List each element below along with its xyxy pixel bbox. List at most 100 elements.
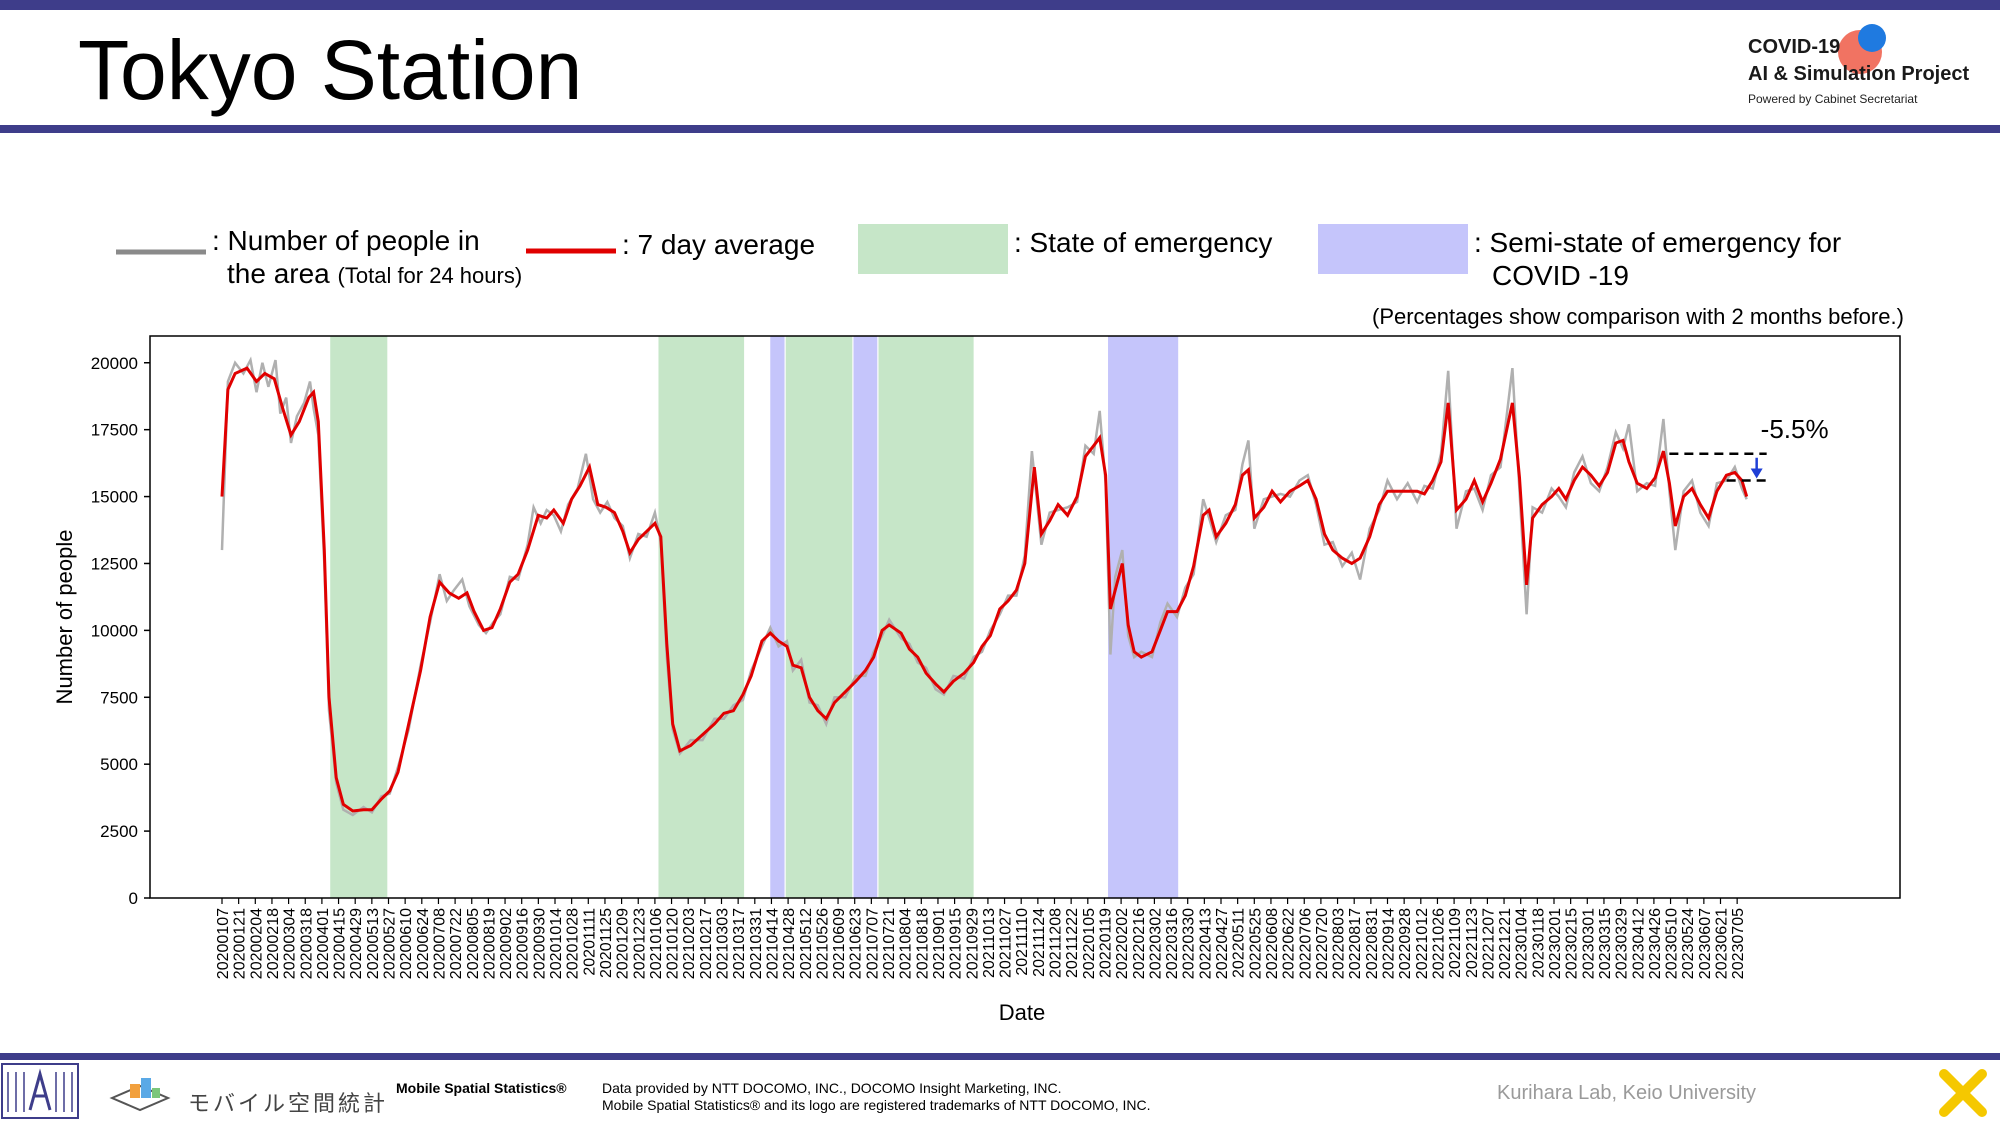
- emergency-band: [785, 336, 853, 898]
- x-tick-label: 20210512: [798, 908, 815, 979]
- x-tick-label: 20220706: [1297, 908, 1314, 979]
- y-tick-label: 2500: [100, 822, 138, 841]
- x-tick-label: 20211222: [1064, 908, 1081, 978]
- x-tick-label: 20200708: [431, 908, 448, 979]
- x-tick-label: 20220928: [1397, 908, 1414, 979]
- x-tick-label: 20230621: [1714, 908, 1731, 979]
- x-tick-label: 20200121: [232, 908, 249, 979]
- x-tick-label: 20210303: [715, 908, 732, 979]
- x-tick-label: 20210317: [731, 908, 748, 979]
- legend-semi-swatch: [1318, 224, 1468, 274]
- x-tick-label: 20220330: [1181, 908, 1198, 979]
- x-tick-label: 20200513: [365, 908, 382, 979]
- x-tick-label: 20200610: [398, 908, 415, 979]
- x-tick-label: 20230426: [1647, 908, 1664, 979]
- x-tick-label: 20221026: [1430, 908, 1447, 979]
- x-tick-label: 20210217: [698, 908, 715, 979]
- x-tick-label: 20200527: [382, 908, 399, 979]
- legend-people-label: : Number of people in the area (Total fo…: [212, 224, 522, 292]
- legend-semi-line1: : Semi-state of emergency for: [1474, 227, 1842, 258]
- x-tick-label: 20230705: [1730, 908, 1747, 979]
- plot-frame: [149, 335, 1901, 899]
- x-tick-label: 20220511: [1231, 908, 1248, 978]
- x-tick-label: 20211013: [981, 908, 998, 978]
- x-tick-label: 20230524: [1680, 908, 1697, 979]
- x-axis-label: Date: [999, 1000, 1045, 1025]
- x-tick-label: 20201028: [565, 908, 582, 979]
- top-bar: [0, 0, 2000, 10]
- x-tick-label: 20200204: [248, 908, 265, 979]
- y-tick-label: 15000: [91, 488, 138, 507]
- x-tick-label: 20220413: [1197, 908, 1214, 979]
- x-tick-label: 20230329: [1614, 908, 1631, 979]
- x-tick-label: 20220119: [1097, 908, 1114, 978]
- y-tick-label: 17500: [91, 421, 138, 440]
- x-tick-label: 20221221: [1497, 908, 1514, 979]
- x-tick-label: 20210818: [914, 908, 931, 979]
- x-tick-label: 20201014: [548, 908, 565, 979]
- x-tick-label: 20220608: [1264, 908, 1281, 979]
- x-tick-label: 20200415: [332, 908, 349, 979]
- x-tick-label: 20200401: [315, 908, 332, 979]
- x-tick-label: 20220105: [1081, 908, 1098, 979]
- x-tick-label: 20220817: [1347, 908, 1364, 979]
- x-tick-label: 20200304: [282, 908, 299, 979]
- x-tick-label: 20211027: [998, 908, 1015, 978]
- lab-credit: Kurihara Lab, Keio University: [1497, 1082, 1757, 1104]
- x-tick-label: 20220803: [1331, 908, 1348, 979]
- x-tick-label: 20230607: [1697, 908, 1714, 979]
- x-tick-label: 20211124: [1031, 908, 1048, 977]
- x-tick-label: 20210721: [881, 908, 898, 979]
- x-tick-label: 20220525: [1247, 908, 1264, 979]
- x-axis: 20200107 20200121 20200204 20200218 20200304…: [215, 898, 1747, 979]
- legend-semi-line2: COVID -19: [1492, 260, 1629, 291]
- x-tick-label: 20201111: [581, 908, 598, 976]
- footer-bar: [0, 1053, 2000, 1060]
- annotation-arrow-head: [1750, 468, 1763, 479]
- brand-blue-dot: [1858, 24, 1886, 52]
- x-tick-label: 20200916: [515, 908, 532, 979]
- x-tick-label: 20210929: [964, 908, 981, 979]
- x-tick-label: 20200429: [348, 908, 365, 979]
- x-tick-label: 20210331: [748, 908, 765, 979]
- y-tick-label: 20000: [91, 354, 138, 373]
- y-tick-label: 10000: [91, 621, 138, 640]
- x-tick-label: 20220622: [1281, 908, 1298, 979]
- x-tick-label: 20210428: [781, 908, 798, 979]
- mobile-spatial-statistics-logo-text: モバイル空間統計: [188, 1091, 389, 1116]
- x-tick-label: 20230118: [1530, 908, 1547, 978]
- x-tick-label: 20200107: [215, 908, 232, 979]
- x-tick-label: 20200902: [498, 908, 515, 979]
- legend-emergency-swatch: [858, 224, 1008, 274]
- legend-semi-label: : Semi-state of emergency for COVID -19: [1474, 226, 1841, 292]
- legend-swatches: [116, 224, 1468, 274]
- series-line-average: [220, 366, 1749, 813]
- x-tick-label: 20201223: [631, 908, 648, 979]
- data-credit-line1: Data provided by NTT DOCOMO, INC., DOCOM…: [602, 1080, 1062, 1096]
- x-tick-label: 20220216: [1131, 908, 1148, 979]
- ai-logo: [1, 1063, 79, 1119]
- emergency-band: [330, 336, 388, 898]
- x-tick-label: 20210609: [831, 908, 848, 979]
- mobile-spatial-statistics-icon: [109, 1078, 171, 1112]
- x-tick-label: 20230104: [1514, 908, 1531, 979]
- legend-people-note: (Total for 24 hours): [337, 263, 523, 288]
- x-tick-label: 20211110: [1014, 908, 1031, 976]
- x-tick-label: 20210106: [648, 908, 665, 979]
- annotation-label: -5.5%: [1761, 414, 1829, 444]
- x-tick-label: 20210623: [848, 908, 865, 979]
- y-tick-label: 12500: [91, 554, 138, 573]
- footer-logos: [1, 1063, 171, 1119]
- x-tick-label: 20210203: [681, 908, 698, 979]
- x-tick-label: 20220914: [1381, 908, 1398, 979]
- x-tick-label: 20230412: [1630, 908, 1647, 979]
- x-tick-label: 20200218: [265, 908, 282, 979]
- x-tick-label: 20200318: [298, 908, 315, 979]
- legend-people-main: : Number of people in: [212, 225, 480, 256]
- emergency-band: [658, 336, 745, 898]
- x-tick-label: 20220316: [1164, 908, 1181, 979]
- percentage-note: (Percentages show comparison with 2 mont…: [1372, 304, 1904, 329]
- x-tick-label: 20210414: [764, 908, 781, 979]
- y-axis: 0 2500 5000 7500 10000 12500 15000 17500 20000: [91, 354, 150, 908]
- x-tick-label: 20210120: [665, 908, 682, 979]
